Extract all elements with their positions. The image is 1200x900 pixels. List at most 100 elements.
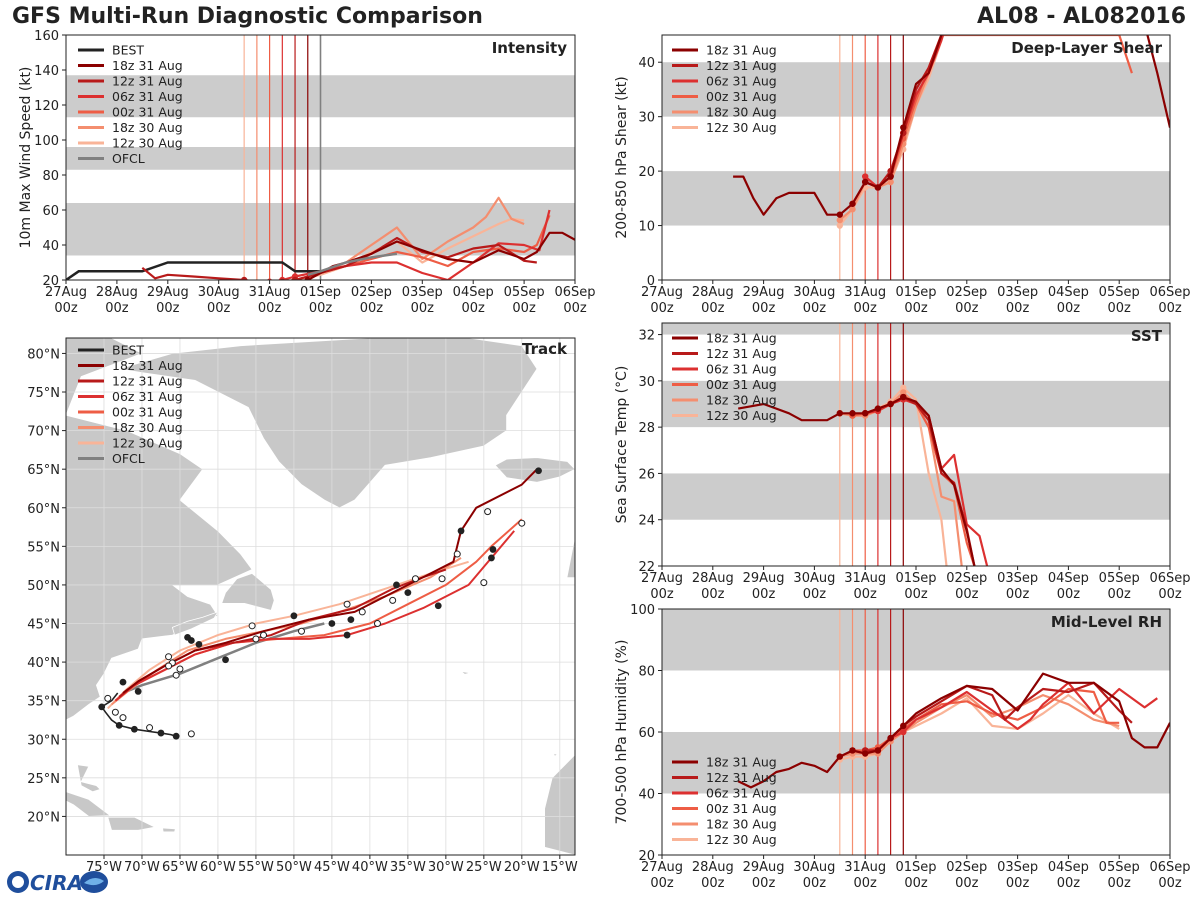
rh-xtick-label: 03Sep (997, 860, 1038, 875)
track-point-filled (535, 467, 542, 475)
track-xtick-label: 20°W (504, 860, 540, 875)
sst-ytick-label: 30 (638, 375, 655, 390)
track-xtick-label: 60°W (200, 860, 236, 875)
track-point-filled (489, 546, 497, 553)
track-point-hollow (111, 708, 119, 716)
intensity-legend-label: 12z 30 Aug (112, 136, 183, 151)
sst-band (662, 473, 1170, 520)
sst-xtick-label: 00z (1006, 587, 1030, 602)
shear-legend-label: 12z 31 Aug (706, 58, 777, 73)
track-point-hollow (146, 724, 154, 732)
intensity-best-line (66, 261, 321, 280)
shear-xtick-label: 00z (803, 301, 827, 316)
rh-ytick-label: 60 (638, 726, 655, 741)
shear-xtick-label: 03Sep (997, 285, 1038, 300)
intensity-xtick-label: 00z (411, 301, 435, 316)
rh-xtick-label: 00z (1006, 876, 1030, 891)
rh-xtick-label: 00z (803, 876, 827, 891)
rh-ytick-label: 100 (630, 603, 655, 618)
rh-xtick-label: 00z (955, 876, 979, 891)
sst-init-point (900, 384, 907, 391)
sst-legend-label: 12z 30 Aug (706, 408, 777, 423)
rh-legend-label: 12z 31 Aug (706, 770, 777, 785)
track-point-filled (343, 631, 351, 639)
land-puerto (162, 827, 176, 833)
track-point-filled (184, 633, 191, 641)
intensity-xtick-label: 00z (462, 301, 486, 316)
intensity-xtick-label: 06Sep (554, 285, 595, 300)
intensity-legend-label: OFCL (112, 151, 145, 166)
track-point-hollow (252, 635, 260, 643)
track-point-filled (328, 620, 336, 627)
rh-band (662, 609, 1170, 671)
rh-legend-label: 06z 31 Aug (706, 786, 777, 801)
track-ytick-label: 65°N (27, 463, 60, 478)
track-xtick-label: 15°W (542, 860, 578, 875)
track-legend-label: 18z 30 Aug (112, 420, 183, 435)
sst-xtick-label: 00z (1108, 587, 1132, 602)
track-legend-label: 18z 31 Aug (112, 358, 183, 373)
intensity-series-line (274, 209, 551, 280)
land-hispaniola (107, 816, 157, 831)
intensity-xtick-label: 00z (563, 301, 587, 316)
intensity-series-line (287, 196, 525, 280)
shear-xtick-label: 27Aug (641, 285, 683, 300)
rh-xtick-label: 28Aug (692, 860, 734, 875)
sst-legend-label: 18z 30 Aug (706, 393, 777, 408)
sst-xtick-label: 00z (701, 587, 725, 602)
track-point-filled (393, 581, 400, 589)
intensity-init-point (240, 276, 248, 280)
intensity-init-point (241, 284, 247, 290)
track-series-line (107, 560, 469, 710)
intensity-xtick-label: 04Sep (453, 285, 494, 300)
intensity-xtick-label: 29Aug (147, 285, 189, 300)
track-ytick-label: 55°N (27, 540, 60, 555)
intensity-plot-area (66, 35, 575, 290)
sst-init-point (836, 410, 843, 417)
intensity-xtick-label: 00z (156, 301, 180, 316)
intensity-legend-label: BEST (112, 43, 144, 58)
track-legend-label: BEST (112, 343, 144, 358)
sst-ytick-label: 22 (638, 560, 655, 575)
rh-xtick-label: 02Sep (946, 860, 987, 875)
intensity-ytick-label: 40 (42, 239, 59, 254)
track-frame (65, 337, 576, 856)
rh-xtick-label: 00z (854, 876, 878, 891)
shear-xtick-label: 06Sep (1149, 285, 1190, 300)
intensity-xtick-label: 30Aug (198, 285, 240, 300)
track-point-hollow (298, 627, 306, 635)
track-point-filled (290, 612, 298, 620)
sst-xtick-label: 01Sep (895, 571, 936, 586)
shear-ylabel: 200-850 hPa Shear (kt) (614, 76, 630, 238)
intensity-ofcl-line (307, 252, 398, 277)
track-point-filled (130, 725, 138, 733)
cira-logo-text: CIRA (30, 871, 83, 895)
sst-title: SST (1131, 327, 1163, 345)
sst-xtick-label: 00z (854, 587, 878, 602)
sst-xtick-label: 03Sep (997, 571, 1038, 586)
sst-band (662, 323, 1170, 335)
land-greenland (119, 338, 538, 509)
track-point-hollow (176, 665, 184, 673)
shear-xtick-label: 00z (904, 301, 928, 316)
track-point-filled (488, 554, 495, 562)
shear-init-point (862, 178, 869, 186)
track-point-hollow (172, 671, 180, 679)
track-point-hollow (119, 714, 127, 722)
shear-legend-label: 00z 31 Aug (706, 89, 777, 104)
sst-init-point (874, 405, 882, 412)
sst-xtick-label: 00z (650, 587, 674, 602)
shear-xtick-label: 00z (752, 301, 776, 316)
sst-xtick-label: 31Aug (844, 571, 886, 586)
land-azores (459, 670, 471, 675)
intensity-init-point (304, 276, 311, 280)
track-xtick-label: 30°W (428, 860, 464, 875)
track-point-hollow (165, 662, 173, 670)
rh-xtick-label: 05Sep (1099, 860, 1140, 875)
track-point-filled (222, 656, 229, 664)
intensity-xtick-label: 00z (258, 301, 282, 316)
track-xtick-label: 55°W (238, 860, 274, 875)
track-xtick-label: 50°W (276, 860, 312, 875)
shear-xtick-label: 04Sep (1048, 285, 1089, 300)
shear-ytick-label: 20 (638, 165, 655, 180)
